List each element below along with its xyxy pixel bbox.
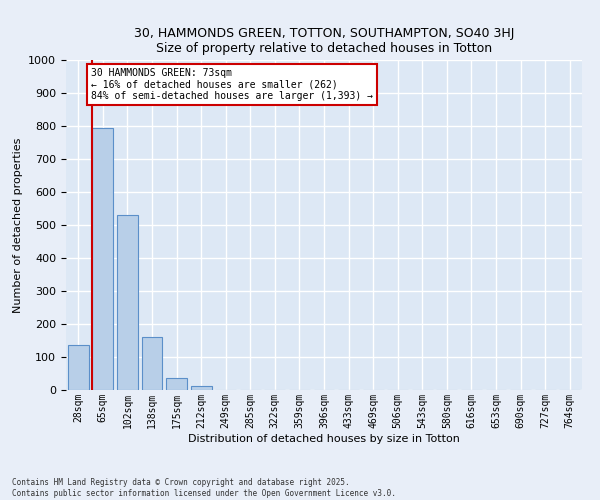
Text: 30 HAMMONDS GREEN: 73sqm
← 16% of detached houses are smaller (262)
84% of semi-: 30 HAMMONDS GREEN: 73sqm ← 16% of detach… bbox=[91, 68, 373, 102]
X-axis label: Distribution of detached houses by size in Totton: Distribution of detached houses by size … bbox=[188, 434, 460, 444]
Title: 30, HAMMONDS GREEN, TOTTON, SOUTHAMPTON, SO40 3HJ
Size of property relative to d: 30, HAMMONDS GREEN, TOTTON, SOUTHAMPTON,… bbox=[134, 26, 514, 54]
Y-axis label: Number of detached properties: Number of detached properties bbox=[13, 138, 23, 312]
Bar bbox=[166, 378, 187, 390]
Bar bbox=[142, 337, 163, 390]
Bar bbox=[92, 128, 113, 390]
Text: Contains HM Land Registry data © Crown copyright and database right 2025.
Contai: Contains HM Land Registry data © Crown c… bbox=[12, 478, 396, 498]
Bar bbox=[191, 386, 212, 390]
Bar bbox=[117, 215, 138, 390]
Bar bbox=[68, 346, 89, 390]
